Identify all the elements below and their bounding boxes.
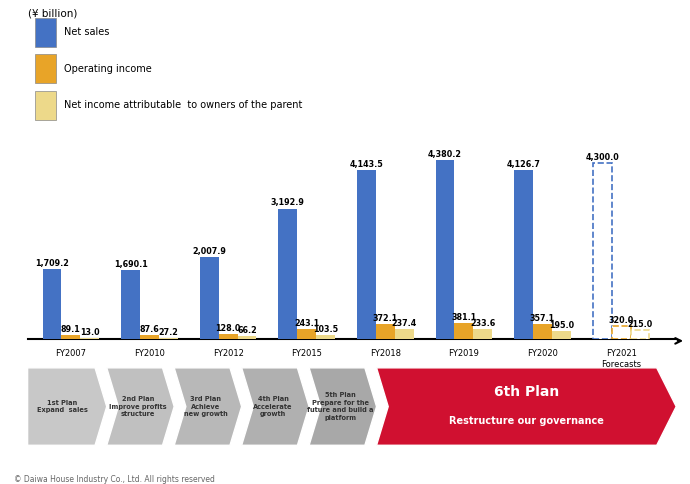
Text: 128.0: 128.0 [215, 324, 241, 333]
Text: 87.6: 87.6 [139, 325, 159, 334]
Text: 1st Plan
Expand  sales: 1st Plan Expand sales [37, 400, 88, 413]
FancyBboxPatch shape [35, 91, 56, 120]
Text: 4,380.2: 4,380.2 [428, 150, 462, 159]
Text: 3rd Plan
Achieve
new growth: 3rd Plan Achieve new growth [184, 396, 228, 417]
Text: 89.1: 89.1 [61, 325, 81, 334]
Text: 320.0: 320.0 [609, 316, 634, 325]
Polygon shape [309, 368, 377, 445]
Text: 4,126.7: 4,126.7 [506, 160, 541, 169]
Bar [435, 160, 455, 339]
FancyBboxPatch shape [35, 18, 56, 46]
Text: 103.5: 103.5 [313, 325, 338, 333]
Bar [43, 269, 61, 339]
Text: 4,300.0: 4,300.0 [585, 153, 619, 162]
Bar [61, 335, 80, 339]
Bar [140, 335, 159, 339]
Text: 195.0: 195.0 [549, 321, 574, 330]
Text: 5th Plan
Prepare for the
future and build a
platform: 5th Plan Prepare for the future and buil… [307, 393, 374, 421]
Bar [593, 163, 612, 339]
Text: 2,007.9: 2,007.9 [193, 247, 226, 256]
Text: Restructure our governance: Restructure our governance [449, 416, 604, 426]
Text: 381.1: 381.1 [451, 313, 477, 322]
Bar [552, 331, 571, 339]
Text: Operating income: Operating income [63, 64, 151, 74]
Text: 233.6: 233.6 [470, 319, 495, 328]
Text: 215.0: 215.0 [627, 320, 653, 329]
Text: 237.4: 237.4 [391, 319, 417, 328]
FancyBboxPatch shape [35, 55, 56, 83]
Text: 6th Plan: 6th Plan [494, 385, 559, 399]
Bar [237, 336, 257, 339]
Polygon shape [377, 368, 676, 445]
Bar [473, 329, 492, 339]
Bar [121, 270, 140, 339]
Polygon shape [174, 368, 242, 445]
Bar [80, 338, 99, 339]
Text: 4th Plan
Accelerate
growth: 4th Plan Accelerate growth [253, 396, 293, 417]
Text: Net income attributable  to owners of the parent: Net income attributable to owners of the… [63, 101, 302, 110]
Polygon shape [241, 368, 309, 445]
Polygon shape [28, 368, 107, 445]
Text: (¥ billion): (¥ billion) [28, 9, 77, 19]
Bar [297, 329, 316, 339]
Text: 3,192.9: 3,192.9 [271, 198, 305, 208]
Text: 27.2: 27.2 [159, 328, 178, 337]
Text: 243.1: 243.1 [294, 319, 319, 328]
Text: Net sales: Net sales [63, 27, 109, 37]
Text: 66.2: 66.2 [237, 326, 257, 335]
Bar [631, 330, 649, 339]
Text: 2nd Plan
Improve profits
structure: 2nd Plan Improve profits structure [109, 396, 167, 417]
Bar [200, 257, 219, 339]
Text: © Daiwa House Industry Co., Ltd. All rights reserved: © Daiwa House Industry Co., Ltd. All rig… [14, 475, 215, 484]
Bar [357, 170, 376, 339]
Text: 1,709.2: 1,709.2 [35, 259, 69, 268]
Bar [514, 170, 533, 339]
Bar [376, 324, 395, 339]
Bar [316, 334, 335, 339]
Bar [455, 323, 473, 339]
Bar [219, 333, 237, 339]
Polygon shape [107, 368, 174, 445]
Bar [278, 209, 297, 339]
Text: 357.1: 357.1 [530, 314, 555, 323]
Text: 13.0: 13.0 [80, 328, 99, 337]
Text: 1,690.1: 1,690.1 [114, 260, 148, 269]
Text: 372.1: 372.1 [373, 314, 398, 323]
Bar [395, 329, 413, 339]
Bar [612, 326, 631, 339]
Bar [533, 324, 552, 339]
Bar [159, 338, 178, 339]
Text: 4,143.5: 4,143.5 [350, 160, 384, 169]
